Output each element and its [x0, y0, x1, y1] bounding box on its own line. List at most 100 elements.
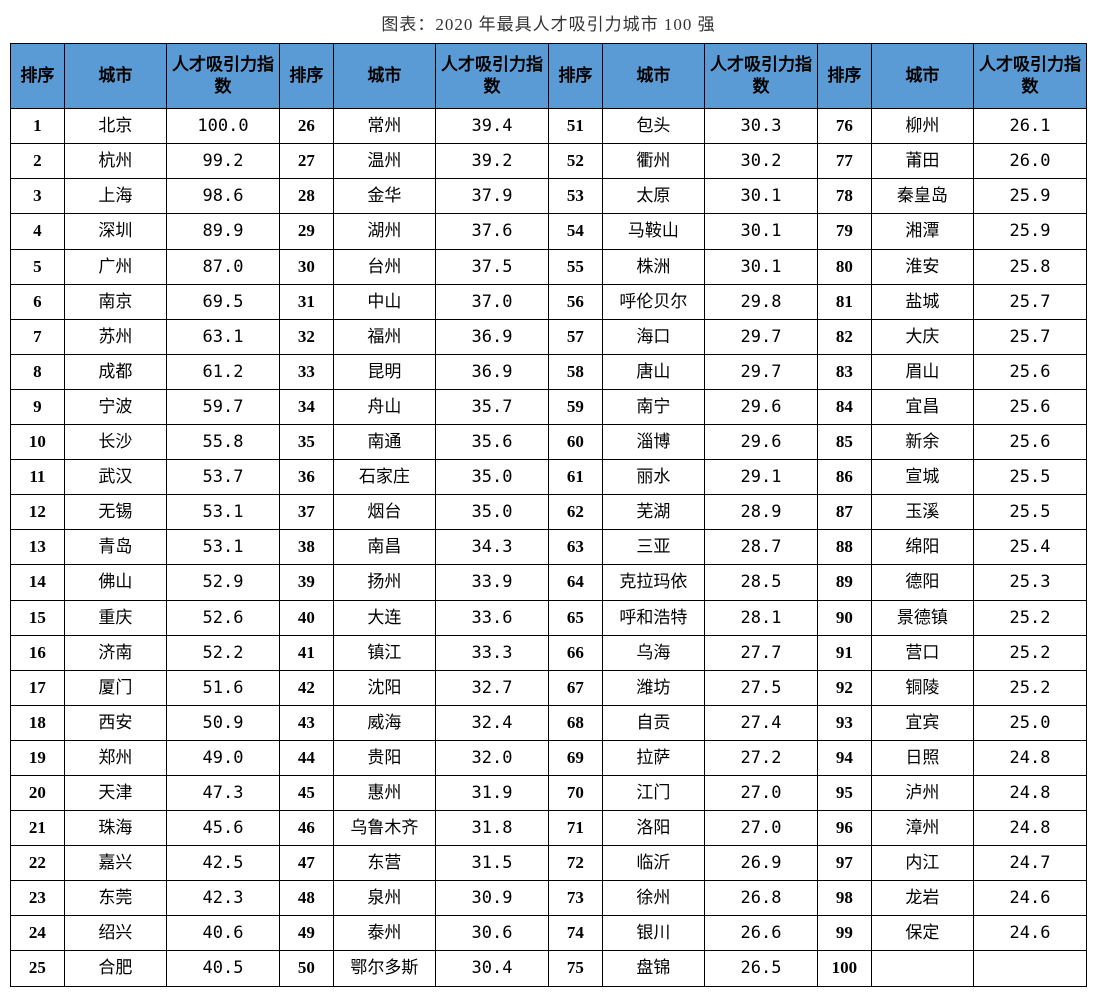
index-cell: 61.2	[167, 354, 280, 389]
city-cell: 泰州	[333, 916, 435, 951]
city-cell: 温州	[333, 144, 435, 179]
index-cell: 25.2	[973, 670, 1086, 705]
rank-cell: 59	[548, 389, 602, 424]
rank-cell: 99	[817, 916, 871, 951]
city-cell: 杭州	[64, 144, 166, 179]
header-index-1: 人才吸引力指数	[167, 44, 280, 109]
rank-cell: 48	[279, 881, 333, 916]
rank-cell: 16	[11, 635, 65, 670]
rank-cell: 67	[548, 670, 602, 705]
index-cell: 25.7	[973, 319, 1086, 354]
index-cell: 24.6	[973, 916, 1086, 951]
index-cell: 25.6	[973, 389, 1086, 424]
rank-cell: 69	[548, 740, 602, 775]
table-row: 19郑州49.044贵阳32.069拉萨27.294日照24.8	[11, 740, 1087, 775]
city-cell: 绵阳	[871, 530, 973, 565]
table-row: 7苏州63.132福州36.957海口29.782大庆25.7	[11, 319, 1087, 354]
index-cell: 26.0	[973, 144, 1086, 179]
index-cell: 28.5	[704, 565, 817, 600]
city-cell: 青岛	[64, 530, 166, 565]
index-cell: 30.1	[704, 214, 817, 249]
city-cell: 苏州	[64, 319, 166, 354]
index-cell: 99.2	[167, 144, 280, 179]
city-cell: 泸州	[871, 775, 973, 810]
index-cell: 33.6	[436, 600, 549, 635]
rank-cell: 92	[817, 670, 871, 705]
city-cell: 石家庄	[333, 460, 435, 495]
rank-cell: 11	[11, 460, 65, 495]
rank-cell: 87	[817, 495, 871, 530]
rank-cell: 52	[548, 144, 602, 179]
rank-cell: 24	[11, 916, 65, 951]
city-cell: 丽水	[602, 460, 704, 495]
rank-cell: 35	[279, 425, 333, 460]
index-cell: 25.5	[973, 495, 1086, 530]
city-cell: 东莞	[64, 881, 166, 916]
city-cell: 北京	[64, 109, 166, 144]
city-cell: 舟山	[333, 389, 435, 424]
index-cell: 37.5	[436, 249, 549, 284]
index-cell: 25.6	[973, 354, 1086, 389]
city-cell: 重庆	[64, 600, 166, 635]
index-cell: 24.8	[973, 740, 1086, 775]
index-cell: 25.9	[973, 179, 1086, 214]
table-row: 12无锡53.137烟台35.062芜湖28.987玉溪25.5	[11, 495, 1087, 530]
index-cell: 55.8	[167, 425, 280, 460]
rank-cell: 64	[548, 565, 602, 600]
index-cell: 34.3	[436, 530, 549, 565]
city-cell: 铜陵	[871, 670, 973, 705]
index-cell: 25.7	[973, 284, 1086, 319]
city-cell: 日照	[871, 740, 973, 775]
city-cell: 龙岩	[871, 881, 973, 916]
rank-cell: 30	[279, 249, 333, 284]
index-cell: 32.7	[436, 670, 549, 705]
index-cell: 26.9	[704, 846, 817, 881]
table-row: 6南京69.531中山37.056呼伦贝尔29.881盐城25.7	[11, 284, 1087, 319]
rank-cell: 100	[817, 951, 871, 986]
table-row: 24绍兴40.649泰州30.674银川26.699保定24.6	[11, 916, 1087, 951]
index-cell: 35.7	[436, 389, 549, 424]
city-cell: 武汉	[64, 460, 166, 495]
rank-cell: 26	[279, 109, 333, 144]
index-cell: 52.9	[167, 565, 280, 600]
index-cell: 35.0	[436, 460, 549, 495]
table-row: 20天津47.345惠州31.970江门27.095泸州24.8	[11, 775, 1087, 810]
table-row: 5广州87.030台州37.555株洲30.180淮安25.8	[11, 249, 1087, 284]
index-cell: 42.3	[167, 881, 280, 916]
rank-cell: 50	[279, 951, 333, 986]
rank-cell: 83	[817, 354, 871, 389]
city-cell: 郑州	[64, 740, 166, 775]
city-cell: 保定	[871, 916, 973, 951]
rank-cell: 51	[548, 109, 602, 144]
index-cell: 25.8	[973, 249, 1086, 284]
rank-cell: 22	[11, 846, 65, 881]
city-cell: 宜昌	[871, 389, 973, 424]
city-cell: 湖州	[333, 214, 435, 249]
index-cell: 49.0	[167, 740, 280, 775]
index-cell: 42.5	[167, 846, 280, 881]
city-cell: 南京	[64, 284, 166, 319]
city-cell	[871, 951, 973, 986]
rank-cell: 31	[279, 284, 333, 319]
rank-cell: 77	[817, 144, 871, 179]
city-cell: 昆明	[333, 354, 435, 389]
index-cell: 26.5	[704, 951, 817, 986]
city-cell: 鄂尔多斯	[333, 951, 435, 986]
city-cell: 扬州	[333, 565, 435, 600]
index-cell: 37.9	[436, 179, 549, 214]
rank-cell: 33	[279, 354, 333, 389]
city-cell: 三亚	[602, 530, 704, 565]
index-cell: 29.7	[704, 319, 817, 354]
rank-cell: 23	[11, 881, 65, 916]
index-cell: 31.9	[436, 775, 549, 810]
index-cell: 39.4	[436, 109, 549, 144]
rank-cell: 46	[279, 811, 333, 846]
index-cell: 26.6	[704, 916, 817, 951]
city-cell: 玉溪	[871, 495, 973, 530]
city-cell: 新余	[871, 425, 973, 460]
header-rank-1: 排序	[11, 44, 65, 109]
rank-cell: 14	[11, 565, 65, 600]
city-cell: 广州	[64, 249, 166, 284]
city-cell: 常州	[333, 109, 435, 144]
rank-cell: 29	[279, 214, 333, 249]
